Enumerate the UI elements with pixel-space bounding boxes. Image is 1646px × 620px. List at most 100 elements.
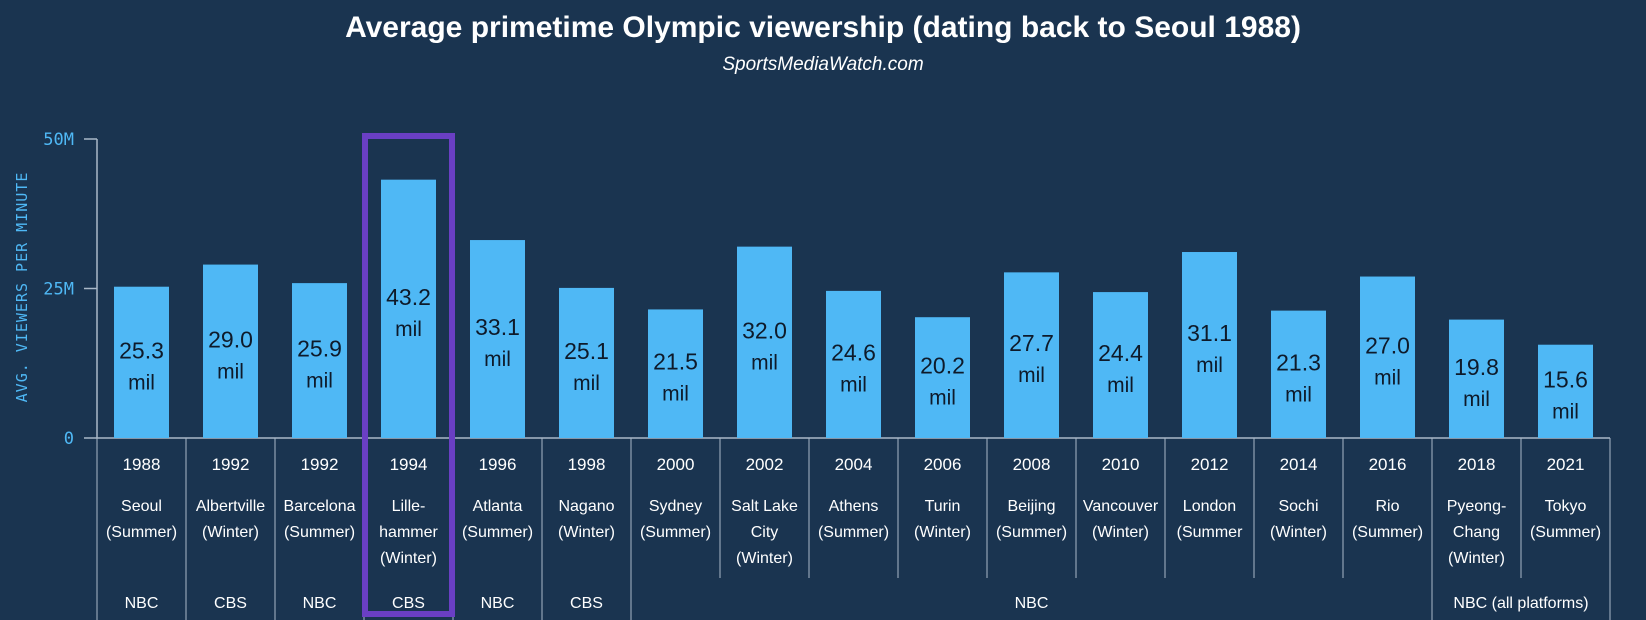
bar	[1182, 252, 1237, 438]
bar-unit-label: mil	[1107, 374, 1134, 397]
category-year: 2014	[1280, 455, 1318, 474]
category-city-line: Pyeong-	[1447, 498, 1507, 515]
category-city-line: Albertville	[196, 498, 265, 515]
bar-unit-label: mil	[751, 351, 778, 374]
category-year: 2002	[746, 455, 784, 474]
bar-unit-label: mil	[929, 387, 956, 410]
category-city-line: (Summer)	[462, 524, 533, 541]
bar	[1271, 310, 1326, 438]
bar-value-label: 25.1	[564, 338, 609, 364]
category-city-line: Nagano	[558, 498, 614, 515]
network-label: CBS	[570, 595, 603, 612]
category-city-line: (Summer)	[1530, 524, 1601, 541]
category-city-line: Rio	[1375, 498, 1399, 515]
y-tick-label: 25M	[43, 280, 74, 300]
bar	[648, 309, 703, 438]
category-year: 1994	[390, 455, 428, 474]
bar-unit-label: mil	[1552, 400, 1579, 423]
category-city-line: Salt Lake	[731, 498, 798, 515]
bar	[915, 317, 970, 438]
bar	[203, 264, 258, 438]
category-city-line: Sochi	[1278, 498, 1318, 515]
bar	[292, 283, 347, 438]
bar-value-label: 31.1	[1187, 320, 1232, 346]
chart-title: Average primetime Olympic viewership (da…	[345, 11, 1301, 44]
category-year: 1998	[568, 455, 606, 474]
bar-value-label: 25.3	[119, 337, 164, 363]
bar-unit-label: mil	[1196, 354, 1223, 377]
category-city-line: (Winter)	[736, 550, 793, 567]
bar-unit-label: mil	[128, 371, 155, 394]
category-city-line: (Summer)	[818, 524, 889, 541]
category-city-line: Turin	[925, 498, 961, 515]
bar	[1004, 272, 1059, 438]
bar-unit-label: mil	[306, 370, 333, 393]
category-city-line: (Winter)	[202, 524, 259, 541]
bar-value-label: 20.2	[920, 353, 965, 379]
category-city-line: Seoul	[121, 498, 162, 515]
category-city-line: hammer	[379, 524, 438, 541]
category-year: 2010	[1102, 455, 1140, 474]
category-year: 1996	[479, 455, 517, 474]
category-city-line: Barcelona	[283, 498, 355, 515]
y-axis-label: AVG. VIEWERS PER MINUTE	[13, 172, 31, 403]
plot-area: 50M 25M 0 25.3 mil 1988 Seoul (Summer) 29.0 mil 19…	[43, 130, 1611, 620]
bar-unit-label: mil	[395, 318, 422, 341]
category-year: 2021	[1547, 455, 1585, 474]
bar	[1449, 319, 1504, 438]
network-label: CBS	[392, 595, 425, 612]
category-city-line: City	[751, 524, 779, 541]
category-city-line: Tokyo	[1545, 498, 1587, 515]
category-city-line: Athens	[829, 498, 879, 515]
bar	[1360, 276, 1415, 438]
bar	[1093, 292, 1148, 438]
category-city-line: (Summer)	[106, 524, 177, 541]
bar-value-label: 15.6	[1543, 366, 1588, 392]
y-tick-label: 50M	[43, 130, 74, 150]
bar	[559, 287, 614, 438]
network-label: NBC	[303, 595, 337, 612]
category-city-line: (Winter)	[380, 550, 437, 567]
network-label: CBS	[214, 595, 247, 612]
network-label: NBC	[481, 595, 515, 612]
category-city-line: (Summer)	[284, 524, 355, 541]
category-city-line: Lille-	[392, 498, 426, 515]
category-city-line: (Winter)	[558, 524, 615, 541]
bar-value-label: 29.0	[208, 326, 253, 352]
network-label: NBC	[1015, 595, 1049, 612]
bar-value-label: 21.5	[653, 349, 698, 375]
category-city-line: Sydney	[649, 498, 702, 515]
category-year: 1992	[301, 455, 339, 474]
category-city-line: Chang	[1453, 524, 1500, 541]
category-city-line: Atlanta	[473, 498, 523, 515]
network-label: NBC (all platforms)	[1453, 595, 1588, 612]
bar	[470, 240, 525, 438]
bar-unit-label: mil	[662, 383, 689, 406]
bar	[1538, 344, 1593, 438]
category-city-line: Beijing	[1007, 498, 1055, 515]
y-tick-label: 0	[64, 429, 74, 449]
bar	[381, 179, 436, 438]
category-city-line: (Summer)	[1352, 524, 1423, 541]
bar	[114, 286, 169, 438]
bar-unit-label: mil	[484, 348, 511, 371]
bar-value-label: 19.8	[1454, 354, 1499, 380]
bar-unit-label: mil	[573, 372, 600, 395]
category-city-line: (Winter)	[1270, 524, 1327, 541]
bar-value-label: 25.9	[297, 336, 342, 362]
bar-value-label: 27.0	[1365, 332, 1410, 358]
bar	[737, 246, 792, 438]
network-label: NBC	[125, 595, 159, 612]
category-city-line: London	[1183, 498, 1236, 515]
bar-value-label: 32.0	[742, 317, 787, 343]
category-city-line: (Winter)	[1448, 550, 1505, 567]
highlight-box-lillehammer	[362, 133, 455, 617]
bar-value-label: 24.4	[1098, 340, 1143, 366]
category-city-line: (Summer)	[640, 524, 711, 541]
category-year: 1992	[212, 455, 250, 474]
bar-unit-label: mil	[1285, 383, 1312, 406]
bar-value-label: 43.2	[386, 284, 431, 310]
category-year: 2000	[657, 455, 695, 474]
category-city-line: (Winter)	[914, 524, 971, 541]
